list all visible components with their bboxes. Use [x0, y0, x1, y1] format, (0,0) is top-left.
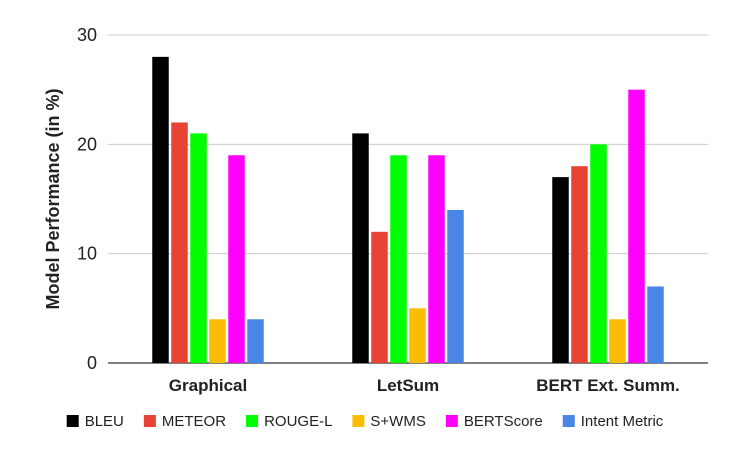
legend-swatch: [445, 415, 458, 427]
y-tick-label: 0: [87, 353, 97, 373]
bar-bertscore: [628, 89, 645, 364]
legend-item: BERTScore: [445, 413, 543, 430]
legend-swatch: [143, 415, 156, 427]
legend-label: METEOR: [162, 413, 226, 430]
bar-bleu: [152, 56, 169, 363]
legend-item: Intent Metric: [562, 413, 664, 430]
legend-swatch: [66, 415, 79, 427]
legend-swatch: [352, 415, 365, 427]
bar-s-wms: [209, 319, 226, 363]
bar-bleu: [552, 177, 569, 363]
legend-item: BLEU: [66, 413, 124, 430]
bar-meteor: [371, 231, 388, 363]
y-tick-label: 20: [77, 134, 97, 154]
legend-label: BERTScore: [464, 413, 543, 430]
bar-rouge-l: [390, 155, 407, 363]
bar-rouge-l: [590, 144, 607, 363]
bar-bertscore: [428, 155, 445, 363]
y-tick-label: 30: [77, 25, 97, 45]
bar-s-wms: [409, 308, 426, 363]
x-category-label: Graphical: [169, 376, 247, 395]
bar-intent-metric: [647, 286, 664, 363]
y-axis-title: Model Performance (in %): [43, 88, 63, 309]
legend-label: Intent Metric: [581, 413, 664, 430]
bar-meteor: [571, 166, 588, 363]
legend-item: METEOR: [143, 413, 226, 430]
bar-bertscore: [228, 155, 245, 363]
bars: [152, 56, 664, 364]
bar-meteor: [171, 122, 188, 363]
bar-s-wms: [609, 319, 626, 363]
legend-swatch: [246, 415, 259, 427]
bar-intent-metric: [447, 209, 464, 363]
y-tick-label: 10: [77, 244, 97, 264]
legend-item: ROUGE-L: [246, 413, 332, 430]
bar-rouge-l: [190, 133, 207, 363]
y-axis-ticks: 0 10 20 30: [77, 25, 97, 373]
x-axis-categories: Graphical LetSum BERT Ext. Summ.: [169, 376, 680, 395]
gridlines: [108, 34, 708, 364]
legend-item: S+WMS: [352, 413, 426, 430]
legend-label: S+WMS: [370, 413, 425, 430]
legend: BLEU METEOR ROUGE-L S+WMS BERTScore Intent Me…: [66, 413, 664, 430]
x-category-label: LetSum: [377, 376, 439, 395]
legend-swatch: [562, 415, 575, 427]
bar-bleu: [352, 133, 369, 363]
x-category-label: BERT Ext. Summ.: [536, 376, 680, 395]
bar-intent-metric: [247, 319, 264, 363]
legend-label: BLEU: [85, 413, 124, 430]
legend-label: ROUGE-L: [264, 413, 332, 430]
